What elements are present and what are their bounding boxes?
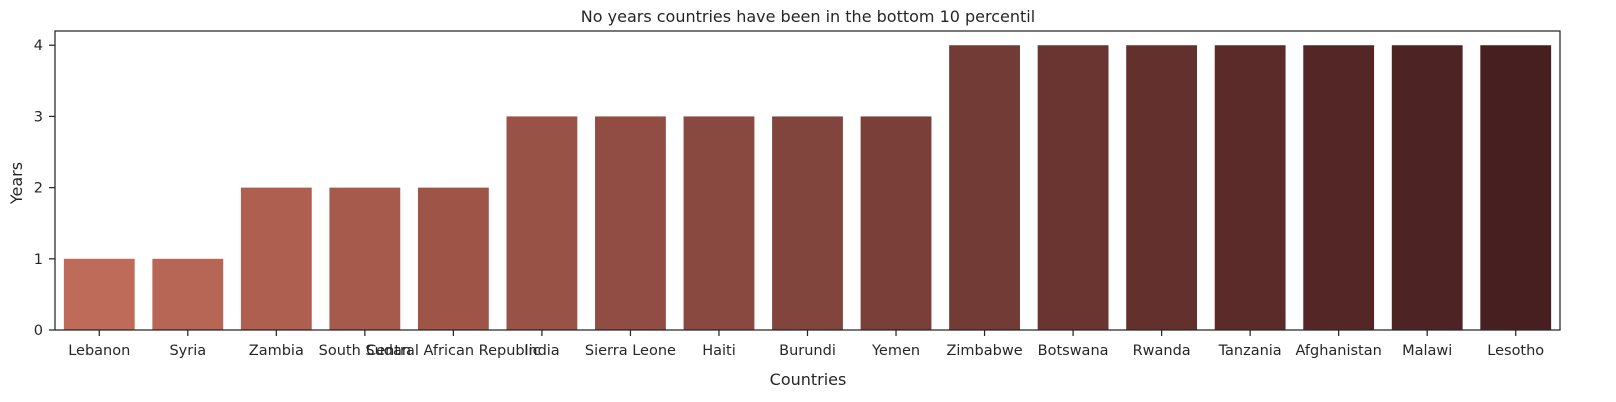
- y-tick-label: 1: [34, 252, 43, 268]
- x-tick-label: Zimbabwe: [946, 343, 1022, 359]
- bar-central-african-republic: [417, 187, 489, 330]
- x-tick-label: Haiti: [702, 343, 736, 359]
- x-tick-label: Zambia: [249, 343, 304, 359]
- y-tick-label: 2: [34, 181, 43, 197]
- bar-yemen: [860, 116, 932, 330]
- x-tick-label: Lesotho: [1487, 343, 1544, 359]
- bar-rwanda: [1126, 45, 1198, 330]
- bar-zambia: [240, 187, 312, 330]
- x-tick-label: Tanzania: [1218, 343, 1282, 359]
- x-tick-label: Sierra Leone: [585, 343, 676, 359]
- bar-malawi: [1391, 45, 1463, 330]
- y-axis-title: Years: [7, 162, 26, 205]
- x-tick-label: Botswana: [1038, 343, 1109, 359]
- bar-zimbabwe: [949, 45, 1020, 330]
- bar-syria: [152, 258, 224, 330]
- bar-botswana: [1037, 45, 1109, 330]
- x-tick-label: Lebanon: [68, 343, 130, 359]
- x-tick-label: Malawi: [1402, 343, 1452, 359]
- bar-lesotho: [1480, 45, 1552, 330]
- bar-sierra-leone: [595, 116, 666, 330]
- x-tick-label: Syria: [169, 343, 206, 359]
- y-tick-label: 0: [34, 323, 43, 339]
- x-tick-label: Central African Republic: [366, 343, 541, 359]
- x-tick-label: India: [524, 343, 560, 359]
- bar-burundi: [772, 116, 843, 330]
- x-tick-label: Yemen: [871, 343, 920, 359]
- bar-afghanistan: [1303, 45, 1375, 330]
- x-tick-label: Burundi: [779, 343, 836, 359]
- bar-tanzania: [1214, 45, 1286, 330]
- bar-india: [506, 116, 578, 330]
- bar-lebanon: [63, 258, 135, 330]
- y-tick-label: 4: [34, 38, 43, 54]
- bars-group: [63, 45, 1552, 330]
- chart-title: No years countries have been in the bott…: [581, 7, 1035, 26]
- x-tick-label: Rwanda: [1133, 343, 1191, 359]
- x-axis-title: Countries: [770, 370, 847, 389]
- bar-haiti: [683, 116, 755, 330]
- plot-frame: [54, 30, 1561, 331]
- x-tick-label: South Sudan: [319, 343, 411, 359]
- y-tick-label: 3: [34, 109, 43, 125]
- y-axis-ticks: 0 1 2 3 4: [34, 38, 55, 339]
- bar-south-sudan: [329, 187, 401, 330]
- x-tick-label: Afghanistan: [1296, 343, 1382, 359]
